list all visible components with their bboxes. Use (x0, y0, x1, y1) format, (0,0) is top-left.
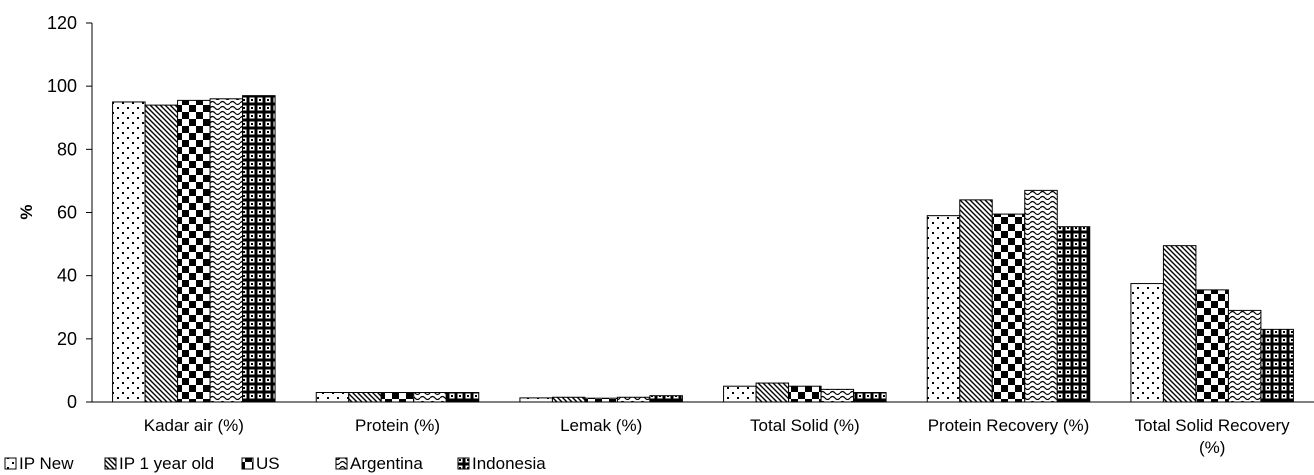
legend-swatch (104, 457, 117, 470)
bar-indonesia-2 (649, 395, 683, 403)
x-tick-label: Protein (%) (355, 416, 440, 435)
bar-indonesia-0 (242, 95, 276, 403)
bar-indonesia-4 (1056, 226, 1091, 403)
legend-swatch (335, 457, 348, 470)
legend-swatch (457, 457, 470, 470)
bar-indonesia-1 (445, 392, 480, 403)
y-tick-label: 20 (57, 329, 77, 349)
legend-label: US (256, 454, 280, 473)
bar-us-0 (177, 99, 211, 403)
bar-ip-new-3 (723, 385, 757, 403)
x-tick-label: Lemak (%) (560, 416, 642, 435)
bar-argentina-2 (616, 396, 651, 403)
bar-ip-1-year-old-4 (959, 199, 993, 403)
legend-label: IP 1 year old (119, 454, 214, 473)
y-axis-title: % (17, 204, 36, 219)
bars (112, 95, 1294, 403)
legend-label: Argentina (350, 454, 423, 473)
bar-argentina-5 (1227, 309, 1262, 403)
bar-us-5 (1195, 289, 1229, 403)
x-tick-label: Kadar air (%) (144, 416, 244, 435)
bar-argentina-4 (1024, 189, 1058, 403)
bar-ip-1-year-old-3 (755, 382, 790, 403)
bar-us-3 (788, 385, 822, 403)
bar-argentina-0 (209, 98, 244, 403)
y-tick-label: 0 (67, 392, 77, 412)
legend: IP New IP 1 year old US Argentina Indonesia (4, 454, 546, 473)
bar-ip-new-1 (315, 392, 350, 403)
x-tick-labels: Kadar air (%) Protein (%) Lemak (%) Total S… (144, 416, 1290, 457)
bar-indonesia-5 (1260, 328, 1294, 403)
bar-ip-1-year-old-2 (551, 396, 586, 403)
bar-argentina-1 (413, 392, 447, 403)
legend-swatch (241, 457, 254, 470)
x-tick-label: Total Solid Recovery (1135, 416, 1290, 435)
bar-ip-new-2 (519, 397, 553, 403)
legend-label: IP New (19, 454, 74, 473)
bar-ip-1-year-old-1 (348, 392, 382, 403)
y-tick-label: 120 (47, 13, 77, 33)
x-tick-label: Total Solid (%) (750, 416, 860, 435)
legend-swatch (4, 457, 17, 470)
y-tick-label: 80 (57, 139, 77, 159)
y-tick-label: 60 (57, 203, 77, 223)
bar-us-2 (584, 397, 618, 403)
bar-indonesia-3 (853, 392, 887, 403)
y-tick-label: 100 (47, 76, 77, 96)
bar-us-1 (380, 392, 415, 403)
legend-label: Indonesia (472, 454, 546, 473)
y-ticks: 0 20 40 60 80 100 120 (47, 13, 92, 412)
bar-ip-new-4 (926, 215, 961, 403)
bar-us-4 (991, 213, 1026, 403)
bar-ip-1-year-old-5 (1162, 245, 1197, 403)
bar-ip-1-year-old-0 (144, 104, 179, 403)
y-tick-label: 40 (57, 266, 77, 286)
bar-argentina-3 (820, 388, 855, 403)
x-tick-label: (%) (1199, 438, 1225, 457)
bar-ip-new-0 (112, 101, 146, 403)
bar-ip-new-5 (1130, 283, 1164, 403)
x-tick-label: Protein Recovery (%) (928, 416, 1090, 435)
